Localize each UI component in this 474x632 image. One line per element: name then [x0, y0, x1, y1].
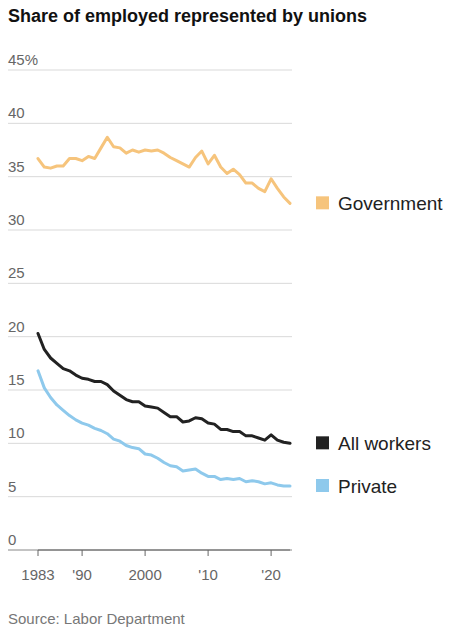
legend-swatch: [316, 436, 329, 449]
title: Share of employed represented by unions: [8, 6, 367, 26]
series-line: [38, 371, 290, 486]
y-tick-label: 45%: [8, 51, 38, 68]
x-tick-label: '10: [198, 566, 218, 583]
y-tick-label: 40: [8, 104, 25, 121]
grid-line: [8, 390, 292, 391]
series-line: [38, 333, 290, 443]
y-tick-label: 10: [8, 424, 25, 441]
legend-label: Private: [338, 476, 397, 497]
grid-line: [8, 496, 292, 497]
grid-line: [8, 123, 292, 124]
chart: Share of employed represented by unions 0…: [0, 0, 474, 632]
plot-area: [38, 137, 290, 486]
series-line: [38, 137, 290, 203]
legend-label: Government: [338, 193, 443, 214]
x-tick-label: '90: [72, 566, 92, 583]
x-tick: [38, 550, 39, 556]
legend-swatch: [316, 196, 329, 209]
grid-line: [8, 336, 292, 337]
grid-line: [8, 550, 292, 551]
y-tick-label: 0: [8, 531, 16, 548]
x-tick: [82, 550, 83, 556]
y-tick-label: 15: [8, 371, 25, 388]
y-tick-label: 30: [8, 211, 25, 228]
legend-label: All workers: [338, 433, 431, 454]
grid-line: [8, 176, 292, 177]
grid-line: [8, 443, 292, 444]
grid-line: [8, 283, 292, 284]
source: Source: Labor Department: [8, 610, 186, 627]
x-axis-line: [38, 550, 290, 551]
x-tick-label: '20: [261, 566, 281, 583]
y-tick-label: 20: [8, 318, 25, 335]
y-tick-label: 35: [8, 158, 25, 175]
grid-line: [8, 70, 292, 71]
x-tick: [271, 550, 272, 556]
y-tick-label: 5: [8, 478, 16, 495]
x-tick: [145, 550, 146, 556]
x-tick-label: 1983: [21, 566, 54, 583]
legend-swatch: [316, 479, 329, 492]
y-tick-label: 25: [8, 264, 25, 281]
grid-line: [8, 230, 292, 231]
x-tick: [208, 550, 209, 556]
x-tick-label: 2000: [128, 566, 161, 583]
